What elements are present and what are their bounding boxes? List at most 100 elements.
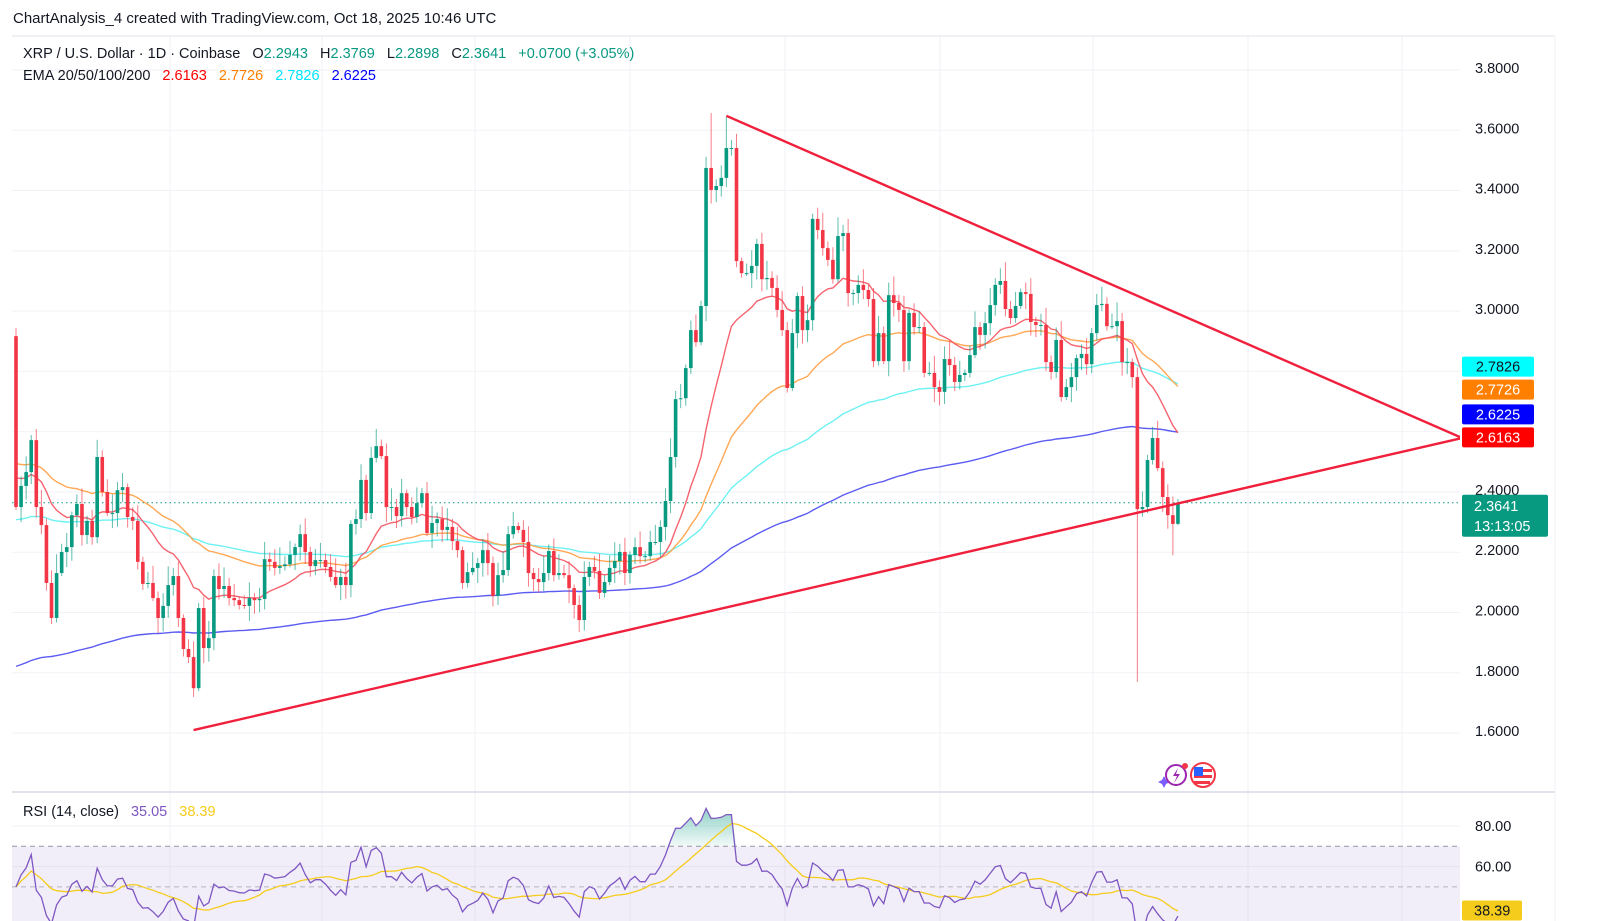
candle-body	[232, 598, 236, 601]
candle	[59, 543, 64, 577]
candle	[44, 518, 49, 591]
candle	[536, 567, 541, 593]
candle	[1150, 426, 1155, 465]
candle-body	[445, 526, 450, 530]
candle	[191, 641, 196, 697]
candle	[1115, 302, 1119, 342]
candle-body	[1145, 460, 1150, 508]
candle-body	[988, 305, 993, 324]
candle	[866, 284, 871, 307]
candle	[313, 548, 318, 576]
candle-body	[912, 312, 916, 328]
candle-body	[491, 563, 495, 596]
candle	[14, 327, 18, 511]
candle-body	[983, 323, 987, 335]
candle-body	[714, 186, 719, 190]
candle	[1029, 278, 1033, 336]
candle	[171, 567, 176, 596]
candle	[212, 569, 216, 651]
candle	[552, 538, 556, 582]
descending-resistance-trendline[interactable]	[725, 114, 1462, 439]
candle	[166, 566, 171, 618]
candle	[765, 260, 769, 290]
candle-body	[135, 520, 140, 562]
candle	[729, 139, 734, 156]
candle	[486, 532, 490, 576]
candle	[242, 595, 247, 609]
candle-body	[927, 372, 932, 374]
candle-body	[658, 526, 663, 542]
candle	[232, 583, 236, 607]
candle-body	[511, 526, 516, 535]
change-value: +0.0700 (+3.05%)	[518, 46, 635, 62]
candle-body	[207, 638, 211, 649]
ema-label[interactable]: EMA 20/50/100/200	[23, 68, 151, 84]
candle-body	[166, 585, 171, 606]
candle	[932, 355, 937, 403]
candle	[409, 497, 414, 525]
current-price-label-bg	[1462, 494, 1548, 537]
candle-body	[435, 519, 439, 524]
candle-body	[957, 375, 962, 382]
candle	[95, 439, 99, 544]
candle-body	[171, 576, 176, 586]
candle	[141, 556, 145, 590]
symbol-title[interactable]: XRP / U.S. Dollar · 1D · Coinbase	[23, 46, 241, 62]
candle	[303, 518, 308, 564]
candle-body	[364, 479, 368, 514]
candle-body	[85, 520, 89, 536]
candle	[820, 212, 825, 256]
candle-body	[836, 236, 840, 280]
chart-watermark-title: ChartAnalysis_4 created with TradingView…	[13, 10, 497, 27]
candle-body	[628, 554, 632, 574]
candle-body	[623, 551, 627, 574]
candle	[34, 428, 39, 518]
rsi-axis[interactable]: 80.00 60.00 38.39	[1462, 819, 1522, 921]
candle	[892, 276, 896, 317]
candle-body	[719, 177, 724, 187]
candle	[247, 582, 252, 621]
lightning-icon[interactable]	[1158, 760, 1222, 790]
candle-body	[161, 605, 165, 618]
candle	[450, 518, 455, 551]
ema20-price-label-bg	[1462, 427, 1534, 448]
candle-body	[80, 504, 84, 536]
candle-body	[704, 167, 708, 306]
candle-body	[653, 541, 658, 543]
candle-body	[399, 493, 404, 517]
ema50-price-label-text: 2.7726	[1476, 383, 1520, 399]
candle	[1130, 358, 1135, 388]
candle-body	[125, 487, 130, 517]
candle	[856, 275, 861, 304]
candle	[404, 489, 409, 517]
trendlines[interactable]	[193, 114, 1463, 732]
candle-body	[394, 507, 399, 517]
candle-body	[49, 582, 54, 618]
candle	[689, 320, 693, 375]
event-icons[interactable]	[1158, 760, 1222, 790]
price-axis[interactable]: 3.80003.60003.40003.20003.00002.40002.20…	[1462, 61, 1548, 740]
rsi-label[interactable]: RSI (14, close)	[23, 804, 119, 820]
rsi-value: 35.05	[130, 804, 168, 820]
candle	[80, 488, 84, 546]
candle	[993, 278, 998, 316]
us-flag-icon[interactable]	[1190, 762, 1216, 788]
candle	[151, 565, 155, 602]
candle	[394, 498, 399, 529]
candle-body	[1084, 353, 1089, 365]
candle-body	[75, 504, 79, 516]
candle	[521, 520, 526, 558]
price-axis-tick: 1.8000	[1475, 664, 1519, 680]
candle-body	[252, 598, 257, 601]
candle-body	[1140, 507, 1145, 510]
candle	[1105, 297, 1109, 331]
candle-body	[257, 598, 262, 601]
candle	[496, 562, 500, 605]
candle-body	[587, 567, 592, 577]
ascending-support-trendline[interactable]	[193, 437, 1463, 732]
candle	[663, 488, 668, 541]
candle-body	[24, 472, 28, 486]
candle	[491, 556, 495, 607]
candle-body	[881, 333, 886, 362]
